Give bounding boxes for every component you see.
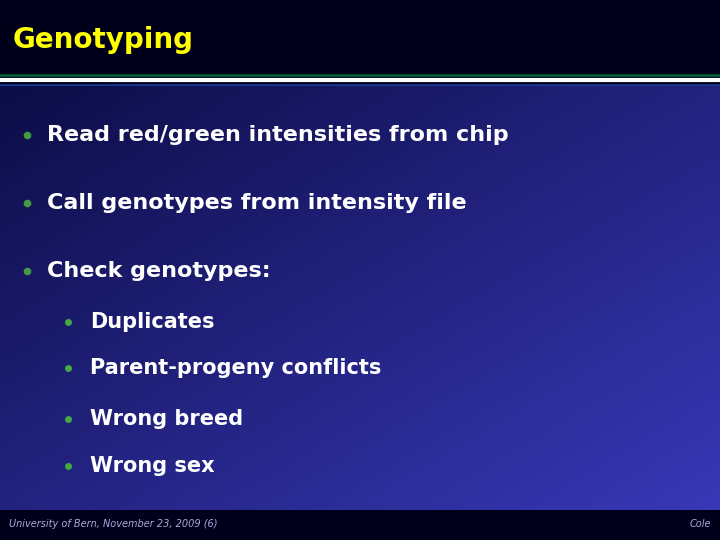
Text: Read red/green intensities from chip: Read red/green intensities from chip bbox=[47, 125, 508, 145]
Text: Cole: Cole bbox=[690, 518, 711, 529]
Text: Genotyping: Genotyping bbox=[13, 26, 194, 54]
Text: University of Bern, November 23, 2009 (6): University of Bern, November 23, 2009 (6… bbox=[9, 518, 217, 529]
Text: Wrong breed: Wrong breed bbox=[90, 409, 243, 429]
Text: Parent-progeny conflicts: Parent-progeny conflicts bbox=[90, 359, 382, 379]
Text: Call genotypes from intensity file: Call genotypes from intensity file bbox=[47, 193, 467, 213]
Text: Wrong sex: Wrong sex bbox=[90, 456, 215, 476]
Text: Duplicates: Duplicates bbox=[90, 312, 215, 332]
Text: Check genotypes:: Check genotypes: bbox=[47, 261, 271, 281]
